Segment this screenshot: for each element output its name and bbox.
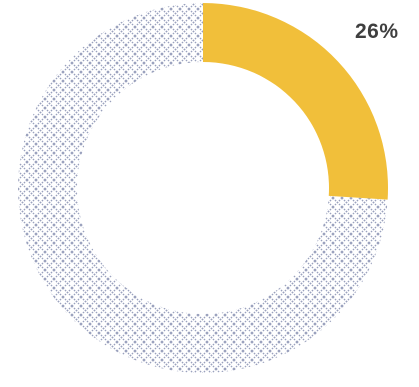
donut-slice-26 xyxy=(203,3,388,200)
slices-group xyxy=(17,3,388,373)
donut-slice-74 xyxy=(17,3,388,373)
data-label-26-percent: 26% xyxy=(355,20,399,43)
